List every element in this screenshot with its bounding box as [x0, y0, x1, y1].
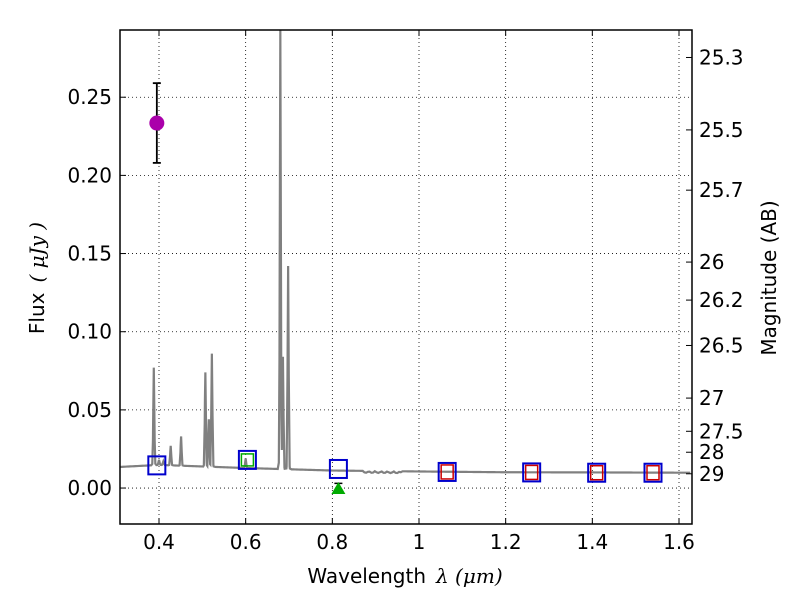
y-tick-label: 0.20 [67, 163, 112, 187]
mag-tick-label: 26 [699, 250, 724, 274]
mag-tick-label: 29 [699, 462, 724, 486]
mag-tick-label: 26.2 [699, 288, 744, 312]
model-spectrum-line [120, 30, 691, 475]
x-tick-label: 0.8 [316, 530, 348, 554]
y-axis-right-label: Magnitude (AB) [757, 200, 781, 355]
model-photometry-marker [522, 462, 542, 483]
observed-green-marker [240, 453, 255, 467]
model-photometry-marker [147, 455, 167, 476]
observed-red-marker [646, 464, 660, 481]
y-tick-label: 0.25 [67, 85, 112, 109]
plot-content [120, 30, 691, 495]
mag-tick-label: 25.5 [699, 118, 744, 142]
y-axis-label: Flux( μJy ) [25, 222, 49, 334]
x-tick-label: 1 [413, 530, 426, 554]
mag-tick-label: 28 [699, 440, 724, 464]
mag-tick-label: 25.7 [699, 178, 744, 202]
axis-ticks: 0.4 0.6 0.8 1 1.2 1.4 1.6 0.00 0.05 0.10 0.15 0.20 0… [67, 30, 744, 554]
x-tick-label: 1.2 [490, 530, 522, 554]
x-axis-label: Wavelength λ (μm) [307, 564, 502, 588]
x-tick-label: 1.4 [576, 530, 608, 554]
mag-tick-label: 27.5 [699, 419, 744, 443]
nondetection-marker [331, 482, 346, 495]
mag-tick-label: 26.5 [699, 333, 744, 357]
observed-red-marker [524, 464, 539, 481]
model-photometry-marker [587, 462, 607, 483]
x-tick-label: 0.4 [143, 530, 175, 554]
mag-tick-label: 25.3 [699, 45, 744, 69]
plot-frame [119, 29, 693, 525]
x-tick-label: 0.6 [230, 530, 262, 554]
observed-red-marker [589, 464, 604, 481]
y-tick-label: 0.10 [67, 320, 112, 344]
detection-marker [149, 115, 165, 131]
model-photometry-marker [237, 449, 257, 470]
grid-lines [120, 30, 692, 524]
y-tick-label: 0.00 [67, 476, 112, 500]
y-tick-label: 0.05 [67, 398, 112, 422]
mag-tick-label: 27 [699, 386, 724, 410]
model-photometry-marker [437, 461, 457, 482]
observed-red-marker [440, 464, 454, 480]
x-tick-label: 1.6 [663, 530, 695, 554]
model-photometry-marker [328, 458, 348, 479]
model-photometry-marker [643, 462, 663, 483]
y-tick-label: 0.15 [67, 242, 112, 266]
